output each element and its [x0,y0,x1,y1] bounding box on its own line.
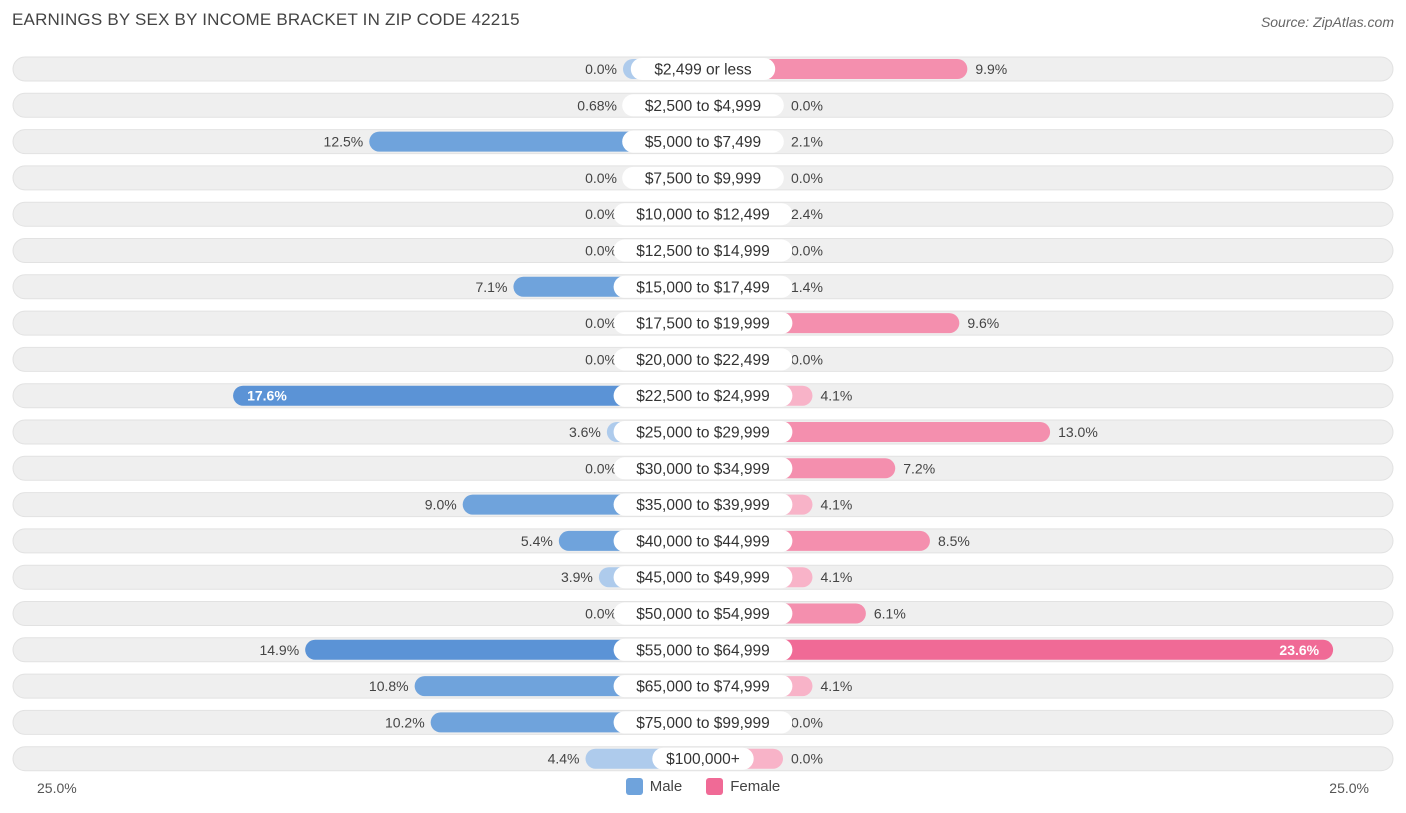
category-label-pill [613,638,793,661]
male-value-label: 3.6% [569,424,601,440]
category-label: $22,500 to $24,999 [636,388,770,405]
female-swatch-icon [706,778,724,795]
male-value-label: 0.0% [585,315,617,331]
female-value-label: 23.6% [1279,642,1319,658]
female-value-label: 2.4% [791,206,823,222]
legend-item-female[interactable]: Female [706,778,780,795]
legend-female-label: Female [730,778,781,795]
male-value-label: 0.0% [585,243,617,259]
category-label: $17,500 to $19,999 [636,316,770,333]
female-value-label: 2.1% [791,134,823,150]
female-value-label: 9.9% [975,61,1007,77]
male-value-label: 5.4% [521,533,553,549]
male-value-label: 3.9% [561,569,593,585]
category-label-pill [630,58,776,80]
male-value-label: 0.0% [585,170,617,186]
category-label: $2,500 to $4,999 [645,98,761,115]
male-value-label: 0.0% [585,351,617,367]
female-bar [703,639,1334,660]
female-value-label: 4.1% [820,497,852,513]
female-value-label: 0.0% [791,351,823,367]
category-label: $100,000+ [666,751,740,768]
male-value-label: 0.0% [585,460,617,476]
category-label: $7,500 to $9,999 [645,170,761,187]
category-label-pill [613,529,793,552]
male-value-label: 10.8% [369,678,409,694]
male-bar [233,385,703,406]
category-label-pill [613,566,793,589]
legend-male-label: Male [649,778,683,795]
female-value-label: 4.1% [820,388,852,404]
category-label-pill [622,94,784,117]
male-value-label: 7.1% [476,279,508,295]
female-value-label: 4.1% [820,678,852,694]
category-label-pill [613,384,793,407]
category-label: $12,500 to $14,999 [636,243,770,260]
male-bar [369,131,703,152]
category-label: $20,000 to $22,499 [636,352,770,369]
male-swatch-icon [625,778,643,795]
male-value-label: 9.0% [425,497,457,513]
category-label-pill [613,275,793,298]
male-value-label: 14.9% [259,642,299,658]
chart-area: 0.0% 9.9% $2,499 or less 0.68% 0.0% $2,500 to… [12,56,1394,772]
female-value-label: 9.6% [967,315,999,331]
category-label: $35,000 to $39,999 [636,497,770,514]
category-label-pill [613,203,793,226]
category-label: $15,000 to $17,499 [636,279,770,296]
male-value-label: 17.6% [247,388,287,404]
female-value-label: 4.1% [820,569,852,585]
category-label: $30,000 to $34,999 [636,461,770,478]
axis-left-label: 25.0% [37,780,77,796]
category-label-pill [613,675,793,698]
female-value-label: 0.0% [791,170,823,186]
female-value-label: 0.0% [791,243,823,259]
female-value-label: 0.0% [791,97,823,113]
female-value-label: 13.0% [1058,424,1098,440]
category-label-pill [613,457,793,480]
category-label-pill [613,602,793,625]
category-label: $2,499 or less [654,62,752,79]
legend: Male Female [0,778,1406,795]
category-label-pill [613,421,793,443]
female-value-label: 0.0% [791,751,823,767]
category-label: $75,000 to $99,999 [636,715,770,732]
category-label: $5,000 to $7,499 [645,134,761,151]
category-label-pill [613,493,793,516]
axis-right-label: 25.0% [1329,780,1369,796]
category-label-pill [622,166,784,189]
male-value-label: 0.0% [585,206,617,222]
category-label: $65,000 to $74,999 [636,679,770,696]
male-value-label: 0.0% [585,606,617,622]
legend-item-male[interactable]: Male [625,778,683,795]
female-value-label: 0.0% [791,714,823,730]
category-label: $10,000 to $12,499 [636,207,770,224]
category-label: $25,000 to $29,999 [636,425,770,442]
category-label-pill [622,130,784,153]
female-value-label: 6.1% [874,606,906,622]
source-credit: Source: ZipAtlas.com [1260,14,1394,30]
category-label-pill [613,239,793,262]
female-value-label: 7.2% [903,460,935,476]
male-value-label: 12.5% [324,134,364,150]
male-value-label: 0.0% [585,61,617,77]
male-bar [305,639,703,660]
category-label-pill [613,348,793,371]
category-label: $45,000 to $49,999 [636,570,770,587]
male-value-label: 4.4% [548,751,580,767]
category-label-pill [613,711,793,734]
male-value-label: 10.2% [385,714,425,730]
male-value-label: 0.68% [577,97,617,113]
chart-title: EARNINGS BY SEX BY INCOME BRACKET IN ZIP… [12,10,520,29]
category-label: $40,000 to $44,999 [636,533,770,550]
female-value-label: 8.5% [938,533,970,549]
category-label: $50,000 to $54,999 [636,606,770,623]
category-label: $55,000 to $64,999 [636,642,770,659]
category-label-pill [652,747,754,770]
category-label-pill [613,312,793,335]
female-value-label: 1.4% [791,279,823,295]
